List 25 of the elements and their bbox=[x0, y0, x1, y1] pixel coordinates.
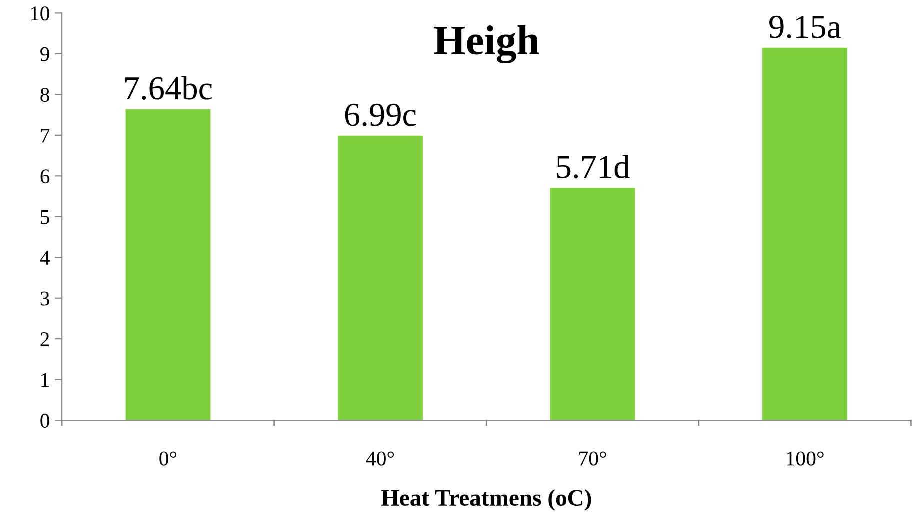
data-label: 6.99c bbox=[345, 104, 416, 126]
chart-title: Heigh bbox=[434, 25, 540, 64]
data-label: 9.15a bbox=[770, 16, 842, 38]
data-label: 5.71d bbox=[557, 154, 630, 179]
y-tick-label: 5 bbox=[41, 210, 50, 224]
x-tick-label: 70° bbox=[580, 452, 606, 466]
y-tick-label: 8 bbox=[40, 88, 50, 102]
bar bbox=[550, 188, 636, 421]
data-label: 7.64bc bbox=[126, 76, 212, 100]
y-tick-label: 2 bbox=[40, 332, 50, 346]
x-tick-label: 40° bbox=[366, 452, 394, 466]
y-tick-label: 4 bbox=[40, 251, 50, 265]
y-tick-label: 0 bbox=[40, 414, 50, 428]
bar bbox=[126, 109, 211, 421]
y-tick-label: 1 bbox=[42, 373, 50, 388]
y-tick-label: 6 bbox=[40, 170, 50, 184]
y-tick-label: 7 bbox=[41, 129, 50, 143]
bar bbox=[338, 136, 423, 421]
bar bbox=[762, 48, 848, 421]
x-tick-label: 0° bbox=[160, 452, 177, 466]
y-tick-label: 10 bbox=[31, 6, 50, 21]
x-tick-label: 100° bbox=[787, 452, 824, 466]
x-axis-title: Heat Treatmens (oC) bbox=[381, 489, 592, 511]
y-tick-label: 3 bbox=[40, 292, 50, 306]
y-tick-label: 9 bbox=[40, 47, 50, 62]
